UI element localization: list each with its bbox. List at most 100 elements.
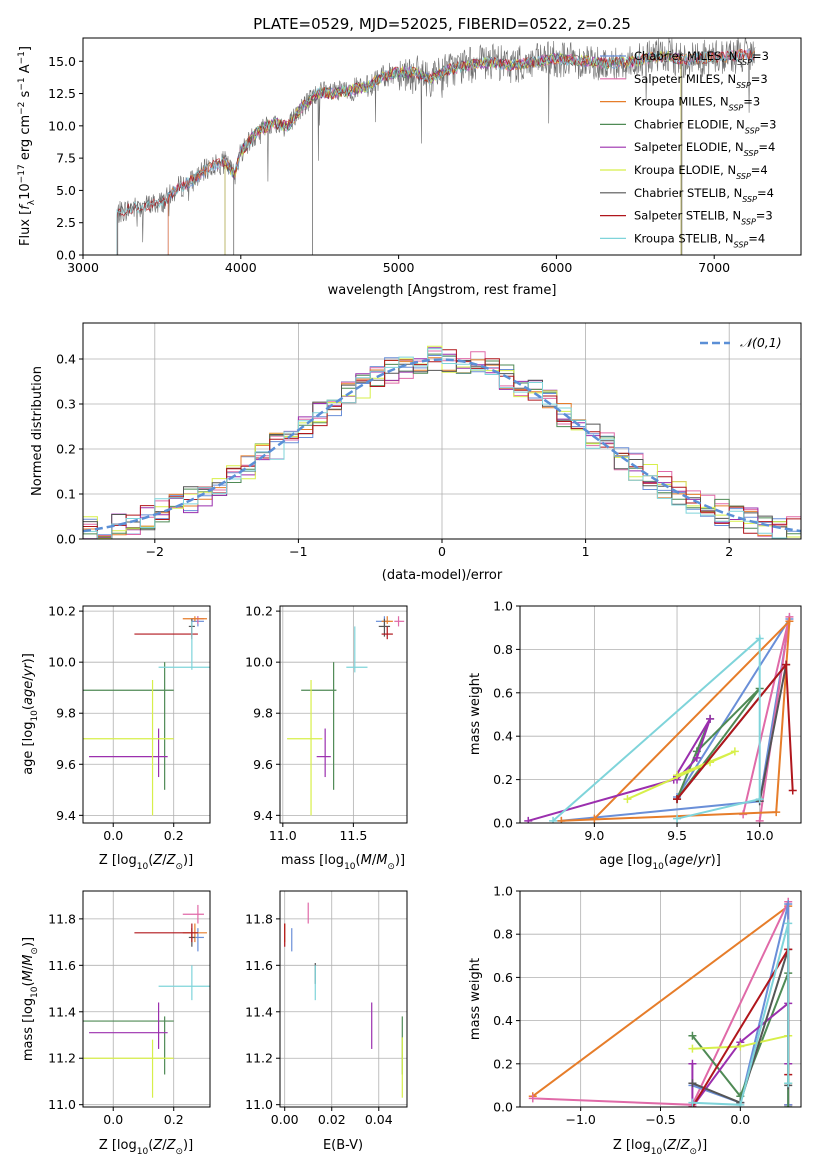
y-tick-label: 0.6 [493, 970, 513, 985]
y-tick-label: 9.4 [253, 808, 273, 823]
series-marker [784, 919, 793, 928]
series-marker [736, 1100, 745, 1107]
x-tick-label: 11.5 [339, 828, 367, 843]
axes-mass_vs_ebv [280, 891, 407, 1107]
x-tick-label: 0.0 [730, 1112, 750, 1127]
axes-frame [519, 605, 802, 824]
y-tick-label: 11.2 [245, 1051, 273, 1066]
legend-label-chabrier-stelib: Chabrier STELIB, NSSP=4 [634, 186, 774, 204]
y-tick-label: 9.8 [56, 706, 76, 721]
y-axis-label: Normed distribution [30, 366, 45, 496]
x-axis-label: Z [log10(Z/Z⊙)] [99, 1138, 193, 1157]
axes-frame [82, 605, 211, 824]
axes-age_vs_Z [83, 606, 210, 823]
y-tick-label: 10.0 [48, 118, 76, 133]
legend-label-chabrier-miles: Chabrier MILES, NSSP=3 [634, 49, 769, 67]
series-marker [524, 816, 533, 823]
series-kroupa-stelib [688, 919, 793, 1107]
y-tick-label: 11.6 [48, 958, 76, 973]
series-marker [590, 814, 599, 823]
errorbar-salpeter-elodie [89, 1002, 168, 1049]
series-marker [528, 1094, 537, 1103]
x-tick-label: −1 [289, 544, 307, 559]
series-marker [788, 786, 797, 795]
y-tick-label: 9.6 [253, 757, 273, 772]
x-tick-label: 0.2 [164, 828, 184, 843]
errorbar-kroupa-miles [182, 616, 207, 622]
x-tick-label: 0.00 [271, 1112, 299, 1127]
y-tick-label: 11.6 [245, 958, 273, 973]
series-kroupa-miles [557, 617, 794, 823]
x-tick-label: 4000 [225, 260, 257, 275]
y-axis-label: Flux [fλ10−17 erg cm−2 s−1 A−1] [17, 46, 37, 246]
y-tick-label: 9.8 [253, 706, 273, 721]
legend-residuals: 𝒩(0,1) [700, 335, 782, 350]
y-tick-label: 11.8 [48, 911, 76, 926]
series-marker [688, 1044, 697, 1053]
y-tick-label: 11.4 [245, 1004, 273, 1019]
errorbar-kroupa-elodie [83, 680, 174, 816]
x-tick-label: 9.5 [667, 828, 687, 843]
legend-spectrum: Chabrier MILES, NSSP=3 Salpeter MILES, NS… [600, 49, 776, 249]
axes-frame-weight_vs_age: 9.0 9.5 10.0 0.0 0.2 0.4 0.6 0.8 1.0 [493, 599, 802, 843]
plot-area-mass_vs_Z [83, 904, 210, 1098]
plot-area-spectrum [116, 38, 756, 255]
figure-title: PLATE=0529, MJD=52025, FIBERID=0522, z=0… [253, 15, 631, 33]
series-marker [784, 899, 793, 908]
series-marker [673, 795, 682, 804]
x-tick-label: 10.0 [746, 828, 774, 843]
plot-area-weight_vs_age [524, 612, 797, 823]
plot-area-mass_vs_ebv [284, 902, 403, 1098]
x-tick-label: −1.0 [565, 1112, 595, 1127]
y-tick-label: 0.0 [56, 248, 76, 263]
errorbar-salpeter-stelib [134, 923, 198, 943]
errorbar-chabrier-elodie [301, 662, 337, 790]
y-tick-label: 2.5 [56, 215, 76, 230]
x-tick-label: −0.5 [645, 1112, 675, 1127]
series-marker [688, 1098, 697, 1107]
x-tick-label: 0.0 [103, 828, 123, 843]
axes-frame [279, 605, 408, 824]
x-tick-label: 9.0 [584, 828, 604, 843]
series-line [692, 923, 790, 1106]
y-tick-label: 11.8 [245, 911, 273, 926]
series-marker [692, 753, 701, 762]
errorbar-chabrier-elodie [83, 1016, 174, 1075]
axes-frame-spectrum: 3000 4000 5000 6000 7000 0.0 2.5 5.0 7.5 10.0 12.5… [48, 37, 802, 275]
y-tick-label: 0.0 [493, 1100, 513, 1115]
y-axis-label: mass weight [468, 958, 483, 1040]
y-tick-label: 10.2 [48, 604, 76, 619]
series-marker [688, 1031, 697, 1040]
errorbar-chabrier-miles [191, 928, 204, 952]
x-tick-label: 1 [582, 544, 590, 559]
x-tick-label: 0.02 [318, 1112, 346, 1127]
axes-weight_vs_Z [520, 890, 801, 1108]
legend-label-normal: 𝒩(0,1) [740, 335, 782, 350]
y-tick-label: 10.0 [245, 655, 273, 670]
axes-residuals [83, 323, 801, 540]
series-marker [736, 1042, 745, 1051]
y-tick-label: 1.0 [493, 884, 513, 899]
series-marker [784, 1103, 793, 1107]
x-tick-label: 6000 [541, 260, 573, 275]
series-marker [673, 814, 682, 823]
axes-frame-age_vs_Z: 0.0 0.2 9.4 9.6 9.8 10.0 10.2 [48, 604, 211, 843]
y-tick-label: 0.1 [56, 487, 76, 502]
plot-area-weight_vs_Z [528, 897, 793, 1107]
series-line [676, 661, 794, 800]
x-axis-label: E(B-V) [323, 1138, 363, 1153]
axes-frame [82, 890, 211, 1108]
y-tick-label: 0.4 [56, 352, 76, 367]
x-axis-label: age [log10(age/yr)] [599, 853, 721, 872]
y-tick-label: 1.0 [493, 599, 513, 614]
errorbar-chabrier-elodie [83, 662, 174, 790]
series-marker [755, 795, 764, 804]
series-marker [557, 816, 566, 823]
plot-area-residuals [83, 345, 801, 539]
errorbar-salpeter-miles [191, 616, 204, 624]
x-tick-label: 0.2 [164, 1112, 184, 1127]
x-axis-label: Z [log10(Z/Z⊙)] [613, 1138, 707, 1157]
axes-frame-weight_vs_Z: −1.0 −0.5 0.0 0.0 0.2 0.4 0.6 0.8 1.0 [493, 884, 802, 1127]
legend-label-salpeter-stelib: Salpeter STELIB, NSSP=3 [634, 209, 773, 227]
